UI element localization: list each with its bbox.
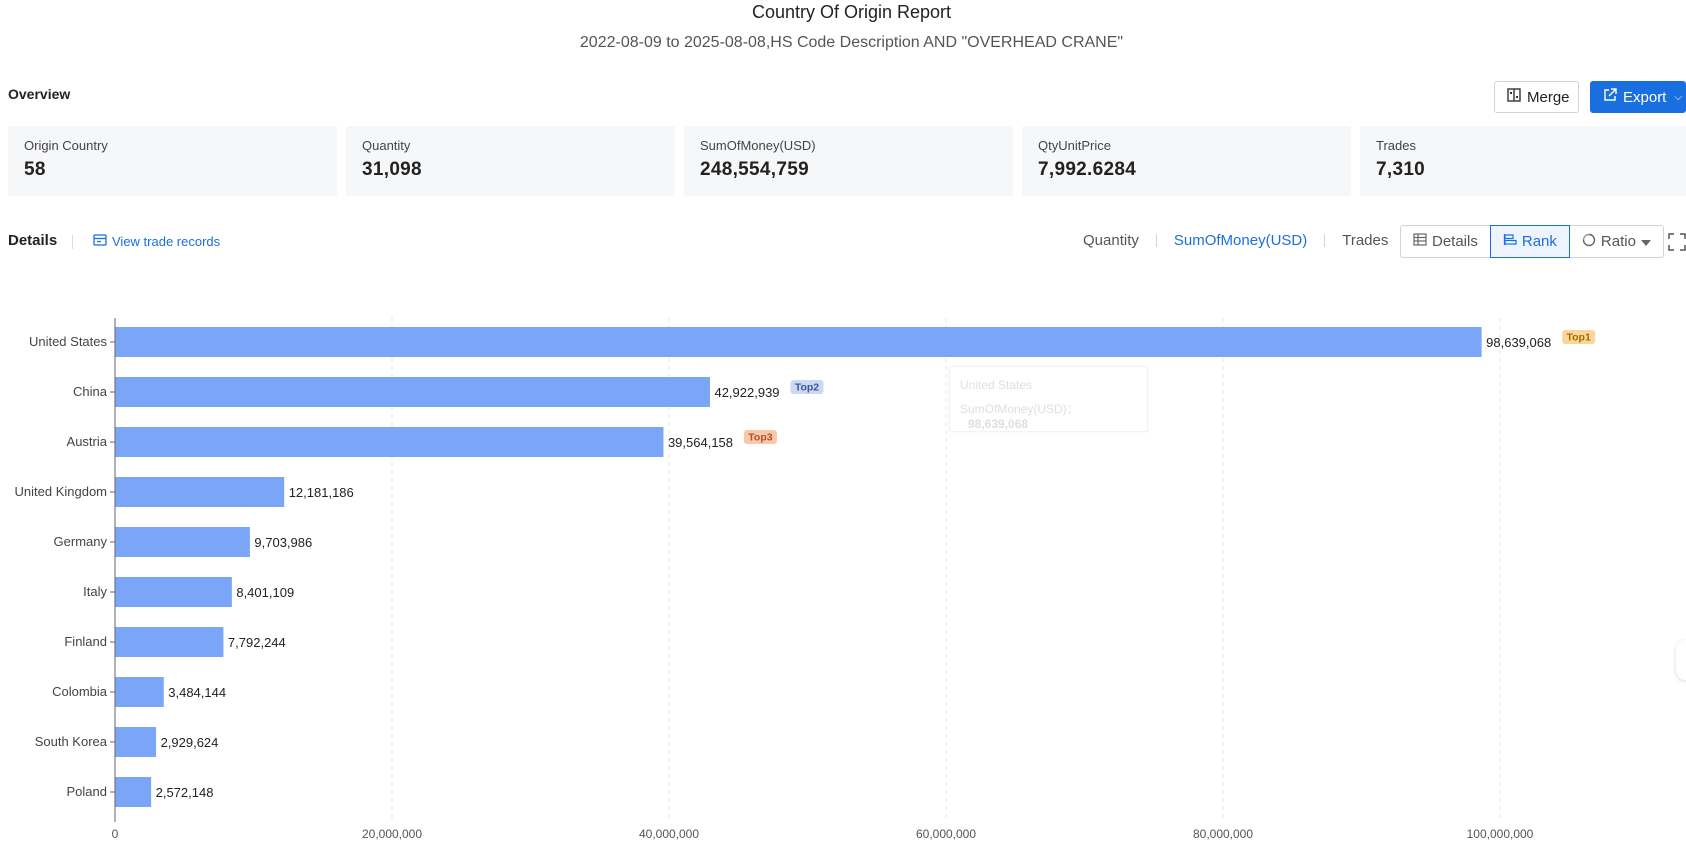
rank-badge-label: Top2 <box>795 382 819 394</box>
fullscreen-icon[interactable] <box>1668 233 1686 256</box>
card-label: Trades <box>1376 138 1416 153</box>
x-tick-label: 0 <box>112 827 119 841</box>
y-category-label: Italy <box>83 584 107 599</box>
rank-badge-label: Top1 <box>1566 332 1590 344</box>
bar <box>115 527 250 557</box>
chevron-down-icon: ⌵ <box>1674 91 1682 103</box>
bar-value-label: 39,564,158 <box>668 435 733 450</box>
pie-chart-icon <box>1582 233 1596 251</box>
overview-card-trades: Trades 7,310 <box>1360 126 1686 196</box>
divider <box>1155 234 1157 247</box>
view-mode-toggle: Details Rank Ratio <box>1400 225 1664 258</box>
bar <box>115 327 1482 357</box>
y-category-label: Austria <box>67 434 108 449</box>
bar-value-label: 12,181,186 <box>289 485 354 500</box>
y-category-label: United States <box>29 334 108 349</box>
divider <box>1324 234 1326 247</box>
card-value: 7,992.6284 <box>1038 159 1137 180</box>
merge-icon <box>1507 88 1521 106</box>
export-icon <box>1603 88 1617 106</box>
bar-value-label: 8,401,109 <box>236 585 294 600</box>
y-category-label: Poland <box>67 784 107 799</box>
table-icon <box>1413 233 1427 250</box>
caret-down-icon <box>1640 233 1651 250</box>
y-category-label: United Kingdom <box>15 484 108 499</box>
bar-value-label: 42,922,939 <box>714 385 779 400</box>
card-value: 58 <box>24 159 46 180</box>
tooltip-country: United States <box>960 378 1033 392</box>
rank-badge <box>743 430 777 444</box>
overview-card-origin-country: Origin Country 58 <box>8 126 337 196</box>
rank-badge-label: Top3 <box>748 432 772 444</box>
view-trade-records-label: View trade records <box>112 234 221 249</box>
merge-button-label: Merge <box>1527 88 1570 106</box>
bar <box>115 727 157 757</box>
bar <box>115 427 664 457</box>
card-label: QtyUnitPrice <box>1038 138 1111 153</box>
rank-badge <box>790 380 824 394</box>
bar-value-label: 3,484,144 <box>168 685 226 700</box>
bar-value-label: 7,792,244 <box>228 635 286 650</box>
view-ratio-label: Ratio <box>1600 233 1636 250</box>
overview-card-sum-of-money: SumOfMoney(USD) 248,554,759 <box>684 126 1013 196</box>
export-button[interactable]: Export ⌵ <box>1590 81 1686 113</box>
bar <box>115 577 232 607</box>
view-trade-records-link[interactable]: View trade records <box>93 234 220 249</box>
x-tick-label: 20,000,000 <box>362 827 422 841</box>
view-rank-label: Rank <box>1521 233 1557 250</box>
y-category-label: South Korea <box>35 734 108 749</box>
view-ratio-button[interactable]: Ratio <box>1568 225 1664 258</box>
x-tick-label: 60,000,000 <box>916 827 976 841</box>
export-button-label: Export <box>1623 88 1667 106</box>
report-title: Country Of Origin Report <box>751 2 952 22</box>
card-value: 248,554,759 <box>700 159 809 180</box>
chart-tooltip: United States SumOfMoney(USD)：98,639,068 <box>949 366 1148 432</box>
bar <box>115 777 152 807</box>
y-category-label: Germany <box>54 534 108 549</box>
merge-button[interactable]: Merge <box>1494 81 1579 113</box>
bar-value-label: 2,929,624 <box>161 735 219 750</box>
side-scroll-handle[interactable] <box>1676 640 1686 680</box>
metric-tabs: Quantity SumOfMoney(USD) Trades <box>1083 232 1388 249</box>
report-subtitle: 2022-08-09 to 2025-08-08,HS Code Descrip… <box>579 34 1124 51</box>
y-category-label: Finland <box>64 634 107 649</box>
tooltip-metric: SumOfMoney(USD)： <box>960 402 1079 416</box>
bar-chart-icon <box>1503 233 1517 250</box>
card-label: Quantity <box>362 138 411 153</box>
tab-quantity[interactable]: Quantity <box>1083 232 1139 249</box>
view-details-button[interactable]: Details <box>1400 225 1491 258</box>
bar <box>115 377 710 407</box>
tooltip-value: 98,639,068 <box>968 417 1029 431</box>
tab-trades[interactable]: Trades <box>1342 232 1389 249</box>
bar-value-label: 9,703,986 <box>254 535 312 550</box>
overview-card-qty-unit-price: QtyUnitPrice 7,992.6284 <box>1022 126 1351 196</box>
y-category-label: Colombia <box>52 684 108 699</box>
overview-cards: Origin Country 58 Quantity 31,098 SumOfM… <box>8 126 1686 196</box>
bar-value-label: 98,639,068 <box>1486 335 1551 350</box>
card-label: Origin Country <box>24 138 108 153</box>
y-category-label: China <box>73 384 108 399</box>
card-value: 31,098 <box>362 159 422 180</box>
overview-card-quantity: Quantity 31,098 <box>346 126 675 196</box>
bar <box>115 627 224 657</box>
tooltip-row: SumOfMoney(USD)：98,639,068 <box>960 400 1137 431</box>
bar-value-label: 2,572,148 <box>156 785 214 800</box>
bar <box>115 477 285 507</box>
rank-badge <box>1562 330 1596 344</box>
records-icon <box>93 234 107 249</box>
card-value: 7,310 <box>1376 159 1426 180</box>
rank-bar-chart: 0 20,000,000 40,000,000 60,000,000 80,000,00… <box>15 318 1596 841</box>
view-details-label: Details <box>1432 233 1478 250</box>
view-rank-button[interactable]: Rank <box>1489 225 1570 258</box>
overview-heading: Overview <box>8 86 71 102</box>
tab-sum-of-money[interactable]: SumOfMoney(USD) <box>1173 232 1308 249</box>
x-tick-label: 100,000,000 <box>1467 827 1534 841</box>
details-heading: Details <box>8 232 58 249</box>
x-tick-label: 40,000,000 <box>639 827 699 841</box>
x-tick-label: 80,000,000 <box>1193 827 1253 841</box>
bar <box>115 677 164 707</box>
card-label: SumOfMoney(USD) <box>700 138 816 153</box>
divider <box>72 235 73 249</box>
